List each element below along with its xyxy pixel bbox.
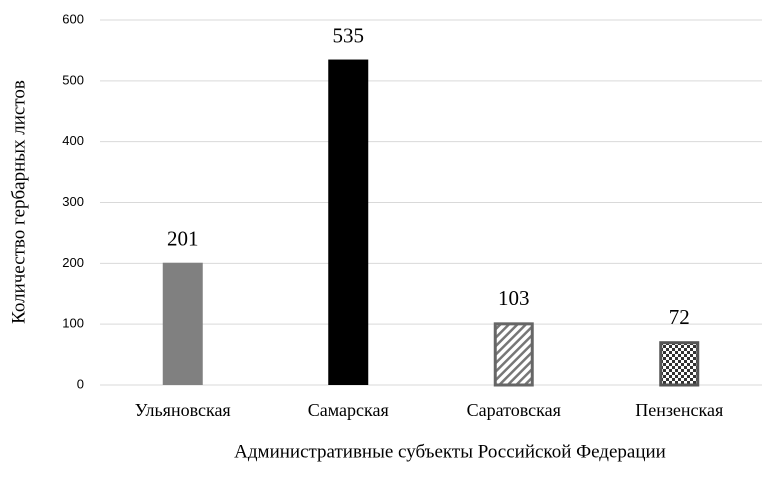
value-label: 103 (498, 286, 530, 310)
bar (328, 59, 369, 386)
x-tick-label: Саратовская (467, 400, 561, 420)
bar (659, 341, 700, 387)
x-tick-label: Ульяновская (135, 400, 231, 420)
bar (493, 322, 534, 387)
y-tick-label: 600 (62, 11, 84, 26)
y-tick-label: 0 (77, 376, 84, 391)
value-label: 201 (167, 227, 199, 251)
y-tick-label: 500 (62, 72, 84, 87)
y-tick-label: 100 (62, 316, 84, 331)
y-tick-label: 300 (62, 194, 84, 209)
x-tick-label: Пензенская (635, 400, 723, 420)
value-label: 535 (333, 23, 365, 47)
y-axis-title: Количество гербарных листов (8, 80, 29, 324)
value-label: 72 (669, 305, 690, 329)
y-tick-label: 400 (62, 133, 84, 148)
y-tick-label: 200 (62, 255, 84, 270)
bar (162, 262, 203, 385)
x-axis-title: Административные субъекты Российской Фед… (234, 441, 666, 462)
x-tick-label: Самарская (308, 400, 389, 420)
